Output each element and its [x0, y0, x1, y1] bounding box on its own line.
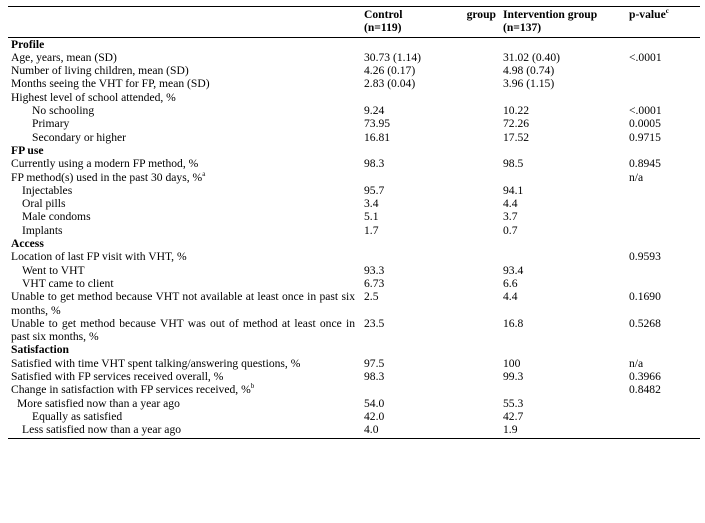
table-row: Change in satisfaction with FP services … [11, 382, 661, 397]
section-access: Access [11, 237, 44, 251]
table-row: Unable to get method because VHT was out… [11, 316, 661, 344]
table-row: Currently using a modern FP method, % 98.… [11, 157, 661, 171]
results-table: Control group (n=119) Intervention group … [8, 6, 700, 439]
section-satisfaction: Satisfaction [11, 343, 69, 357]
table-row: Injectables 95.7 94.1 [22, 183, 524, 197]
table-row: Primary 73.95 72.26 0.0005 [32, 117, 661, 131]
header-pvalue: p-valuec [626, 6, 700, 38]
table-row: Months seeing the VHT for FP, mean (SD) 2… [11, 77, 555, 91]
table-row: Satisfied with FP services received over… [11, 370, 661, 384]
table-row: Implants 1.7 0.7 [22, 223, 518, 237]
section-fp-use: FP use [11, 143, 44, 157]
header-control: Control group (n=119) [361, 6, 500, 38]
table-row: Secondary or higher 16.81 17.52 0.9715 [32, 130, 661, 144]
table-row: Oral pills 3.4 4.4 [22, 197, 518, 211]
table-header-row: Control group (n=119) Intervention group … [8, 6, 700, 38]
table-row: Number of living children, mean (SD) 4.26… [11, 64, 555, 78]
table-row: Age, years, mean (SD) 30.73 (1.14) 31.02 (… [11, 50, 662, 64]
table-row: FP method(s) used in the past 30 days, %… [11, 169, 644, 184]
table-row: Male condoms 5.1 3.7 [22, 210, 518, 224]
table-row: Went to VHT 93.3 93.4 [22, 263, 524, 277]
table-row: Equally as satisfied 42.0 42.7 [32, 409, 524, 423]
header-intervention: Intervention group (n=137) [500, 6, 626, 38]
table-row: More satisfied now than a year ago 54.0 55… [17, 396, 524, 410]
section-profile: Profile [11, 37, 45, 51]
table-row: Less satisfied now than a year ago 4.0 1.9 [8, 423, 700, 439]
table-row: Highest level of school attended, % [11, 90, 176, 104]
table-row: No schooling 9.24 10.22 <.0001 [32, 104, 662, 118]
table-row: Unable to get method because VHT not ava… [11, 290, 661, 317]
table-row: Satisfied with time VHT spent talking/an… [11, 356, 644, 370]
table-row: Location of last FP visit with VHT, % 0.9… [11, 250, 661, 264]
table-row: VHT came to client 6.73 6.6 [22, 276, 518, 290]
header-variable [8, 6, 361, 38]
